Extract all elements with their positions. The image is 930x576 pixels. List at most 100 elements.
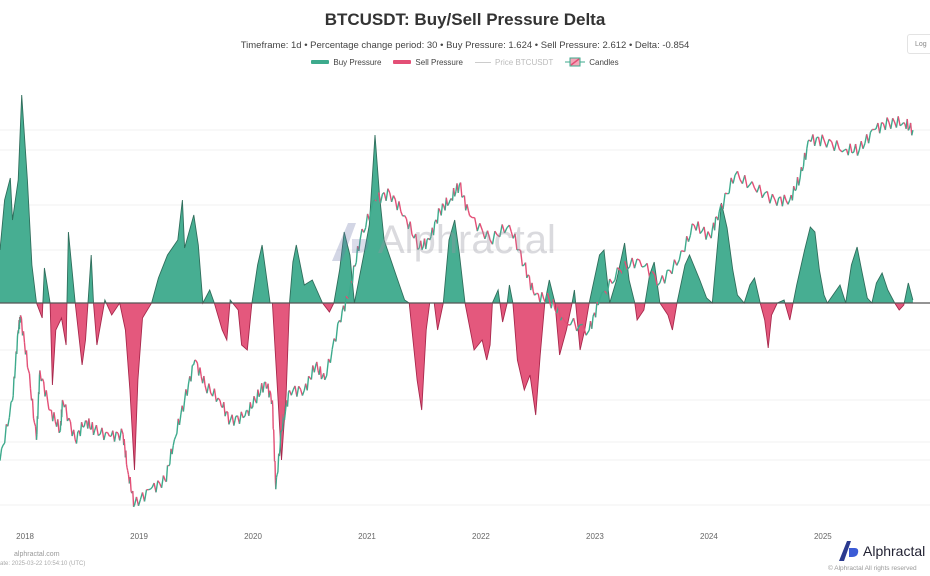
price-candle [836, 140, 841, 150]
price-candle [758, 184, 763, 198]
price-candle [856, 149, 860, 156]
price-candle [527, 274, 530, 277]
price-candle [178, 414, 182, 425]
legend-item-price[interactable]: Price BTCUSDT [475, 58, 553, 67]
x-tick-label: 2023 [586, 532, 604, 541]
price-candle [320, 376, 324, 380]
price-candle [43, 381, 46, 397]
price-candle [32, 418, 36, 424]
price-candle [717, 211, 720, 221]
price-candle [445, 197, 449, 206]
price-candle [718, 203, 722, 213]
price-candle [190, 365, 193, 382]
price-candle [176, 418, 179, 434]
price-candle [223, 402, 226, 417]
price-candle [849, 143, 853, 154]
legend-item-candles[interactable]: Candles [565, 57, 619, 67]
price-candle [659, 275, 663, 284]
price-candle [14, 366, 17, 379]
legend-item-sell-pressure[interactable]: Sell Pressure [393, 58, 463, 67]
price-candle [135, 496, 140, 506]
price-candle [869, 129, 873, 133]
log-scale-button[interactable]: Log [907, 34, 930, 54]
price-candle [508, 224, 512, 232]
price-candle [437, 207, 441, 211]
price-candle [331, 338, 335, 350]
price-candle [899, 123, 903, 127]
price-candle [616, 267, 621, 271]
price-candle [728, 177, 732, 194]
price-candle [881, 121, 884, 125]
price-candle [787, 199, 791, 205]
price-candle [385, 188, 389, 201]
price-candle [0, 444, 4, 449]
price-candle [402, 214, 405, 217]
price-candle [771, 193, 776, 201]
price-candle [907, 127, 911, 131]
price-candle [68, 417, 72, 423]
price-candle [126, 470, 130, 475]
brand-logo: Alphractal [838, 540, 925, 562]
price-candle [798, 177, 801, 186]
price-candle [783, 194, 787, 201]
x-tick-label: 2021 [358, 532, 376, 541]
price-candle [582, 324, 587, 336]
price-candle [421, 246, 424, 250]
price-candle [392, 195, 396, 200]
price-candle [791, 186, 795, 201]
price-candle [233, 416, 237, 426]
price-candle [283, 411, 287, 420]
price-candle [2, 442, 6, 446]
price-candle [722, 193, 726, 210]
price-candle [123, 439, 126, 447]
price-candle [585, 329, 590, 336]
price-candle [703, 226, 707, 240]
price-candle [213, 388, 217, 402]
price-candle [897, 116, 901, 126]
price-candle [710, 229, 713, 239]
price-candle [851, 151, 855, 154]
delta-area [0, 94, 914, 471]
price-candle [265, 387, 268, 389]
price-candle [707, 231, 711, 237]
price-candle [609, 278, 613, 284]
price-candle [862, 143, 866, 149]
price-candle [531, 282, 534, 292]
price-candle [97, 433, 101, 437]
price-candle [53, 412, 56, 422]
price-candle [175, 433, 178, 437]
price-candle [884, 117, 888, 131]
price-candle [11, 395, 14, 401]
price-candle [761, 192, 766, 199]
price-candle [821, 134, 825, 141]
copyright: © Alphractal All rights reserved [828, 565, 917, 572]
price-candle [903, 122, 906, 125]
price-candle [671, 259, 676, 275]
price-candle [22, 331, 26, 343]
price-candle [687, 235, 692, 242]
price-candle [481, 230, 486, 240]
price-candle [646, 263, 651, 278]
price-candle [45, 390, 49, 401]
x-tick-label: 2019 [130, 532, 148, 541]
price-candle [269, 390, 272, 394]
price-candle [594, 301, 598, 318]
price-candle [351, 265, 355, 284]
legend-item-buy-pressure[interactable]: Buy Pressure [311, 58, 381, 67]
price-candle [732, 174, 736, 184]
price-candle [262, 382, 265, 393]
price-candle [186, 383, 190, 396]
price-candle [160, 475, 165, 488]
price-candle [172, 439, 176, 446]
price-candle [828, 138, 833, 143]
price-candle [409, 221, 413, 235]
price-candle [474, 217, 478, 232]
price-candle [691, 223, 695, 226]
price-candle [400, 211, 404, 217]
price-candle [429, 236, 432, 241]
price-candle [705, 231, 709, 240]
price-candle [28, 373, 32, 389]
price-candle [226, 410, 228, 413]
price-candle [678, 250, 682, 261]
buy-pressure-swatch [311, 60, 330, 64]
